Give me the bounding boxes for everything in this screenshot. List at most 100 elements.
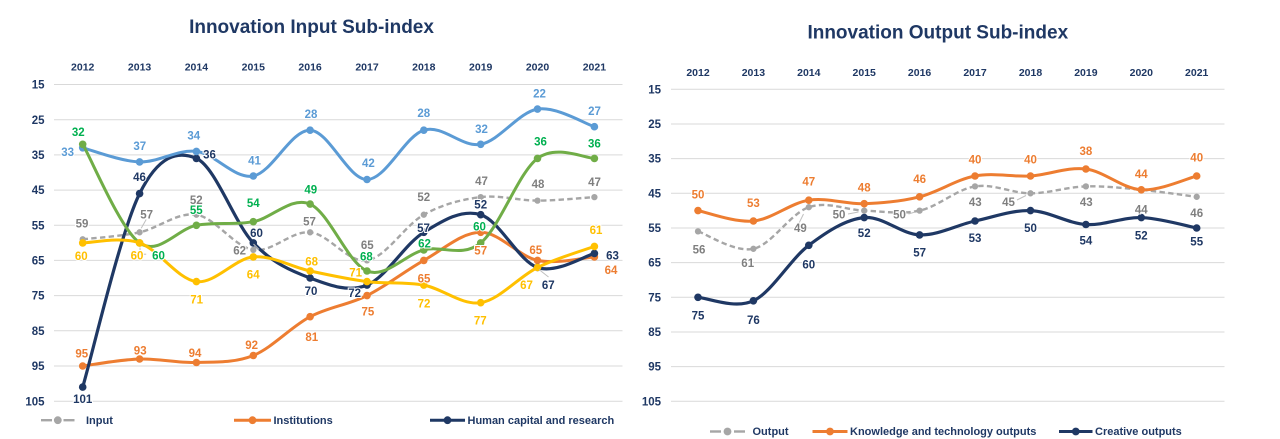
svg-text:2018: 2018 (412, 62, 436, 74)
svg-text:32: 32 (475, 124, 488, 136)
svg-text:2015: 2015 (242, 62, 266, 74)
svg-text:28: 28 (305, 109, 318, 121)
svg-text:50: 50 (692, 190, 705, 202)
svg-text:46: 46 (913, 174, 926, 186)
svg-text:52: 52 (417, 192, 430, 204)
svg-text:32: 32 (72, 127, 85, 139)
svg-text:93: 93 (134, 345, 147, 357)
svg-text:2012: 2012 (686, 67, 710, 79)
svg-text:2016: 2016 (908, 67, 932, 79)
svg-text:22: 22 (533, 89, 546, 101)
svg-text:55: 55 (32, 220, 45, 232)
svg-text:2015: 2015 (853, 67, 877, 79)
svg-text:61: 61 (590, 225, 603, 237)
svg-text:64: 64 (247, 269, 260, 281)
svg-text:60: 60 (802, 260, 815, 272)
svg-text:2013: 2013 (742, 67, 766, 79)
svg-text:40: 40 (1190, 152, 1203, 164)
svg-text:41: 41 (248, 156, 261, 168)
svg-text:57: 57 (474, 245, 487, 257)
svg-text:65: 65 (418, 274, 431, 286)
svg-text:2014: 2014 (185, 62, 209, 74)
svg-text:Creative outputs: Creative outputs (1095, 426, 1182, 438)
svg-text:71: 71 (349, 268, 362, 280)
svg-text:2021: 2021 (1185, 67, 1209, 79)
svg-text:75: 75 (32, 291, 45, 303)
svg-text:46: 46 (1190, 208, 1203, 220)
svg-text:33: 33 (61, 147, 74, 159)
svg-text:38: 38 (1080, 146, 1093, 158)
svg-text:Innovation Input Sub-index: Innovation Input Sub-index (189, 17, 434, 38)
svg-text:Human capital and research: Human capital and research (468, 415, 615, 427)
svg-text:75: 75 (362, 306, 375, 318)
svg-text:95: 95 (75, 349, 88, 361)
svg-text:2019: 2019 (469, 62, 493, 74)
svg-text:95: 95 (32, 361, 45, 373)
svg-text:81: 81 (305, 332, 318, 344)
svg-text:Institutions: Institutions (274, 415, 333, 427)
svg-text:75: 75 (692, 311, 705, 323)
svg-text:59: 59 (76, 219, 89, 231)
svg-text:72: 72 (348, 288, 361, 300)
svg-text:28: 28 (417, 108, 430, 120)
svg-text:85: 85 (648, 327, 661, 339)
svg-text:2013: 2013 (128, 62, 152, 74)
svg-text:75: 75 (648, 292, 661, 304)
svg-text:48: 48 (858, 182, 871, 194)
svg-text:68: 68 (305, 256, 318, 268)
svg-text:68: 68 (360, 251, 373, 263)
svg-text:Output: Output (753, 426, 789, 438)
svg-text:76: 76 (747, 315, 760, 327)
svg-text:50: 50 (893, 210, 906, 222)
svg-text:46: 46 (133, 172, 146, 184)
svg-text:94: 94 (189, 348, 202, 360)
svg-text:45: 45 (648, 188, 661, 200)
svg-text:53: 53 (969, 233, 982, 245)
svg-text:2018: 2018 (1019, 67, 1043, 79)
svg-text:55: 55 (1190, 237, 1203, 249)
svg-text:2020: 2020 (526, 62, 550, 74)
svg-text:2014: 2014 (797, 67, 821, 79)
svg-text:60: 60 (473, 221, 486, 233)
svg-text:61: 61 (741, 258, 754, 270)
svg-text:47: 47 (475, 176, 488, 188)
svg-text:95: 95 (648, 362, 661, 374)
svg-text:62: 62 (418, 239, 431, 251)
svg-text:105: 105 (25, 396, 45, 408)
svg-text:45: 45 (1002, 197, 1015, 209)
svg-text:36: 36 (203, 150, 216, 162)
svg-text:48: 48 (532, 179, 545, 191)
svg-text:65: 65 (529, 245, 542, 257)
svg-text:42: 42 (362, 158, 375, 170)
svg-text:67: 67 (520, 280, 533, 292)
svg-text:2019: 2019 (1074, 67, 1098, 79)
svg-text:57: 57 (140, 209, 153, 221)
svg-text:60: 60 (131, 251, 144, 263)
svg-text:70: 70 (305, 286, 318, 298)
svg-text:47: 47 (588, 177, 601, 189)
svg-text:63: 63 (606, 251, 619, 263)
svg-text:2020: 2020 (1130, 67, 1154, 79)
svg-text:34: 34 (187, 131, 200, 143)
svg-text:36: 36 (588, 138, 601, 150)
svg-text:27: 27 (588, 106, 601, 118)
svg-text:15: 15 (648, 84, 661, 96)
svg-text:65: 65 (361, 240, 374, 252)
svg-text:35: 35 (648, 154, 661, 166)
svg-text:50: 50 (833, 210, 846, 222)
svg-text:54: 54 (247, 198, 260, 210)
svg-text:2017: 2017 (355, 62, 379, 74)
svg-text:47: 47 (802, 176, 815, 188)
svg-text:57: 57 (417, 223, 430, 235)
svg-text:49: 49 (794, 223, 807, 235)
svg-text:2017: 2017 (963, 67, 987, 79)
svg-text:Input: Input (86, 415, 113, 427)
svg-text:25: 25 (32, 115, 45, 127)
svg-text:44: 44 (1135, 205, 1148, 217)
svg-text:85: 85 (32, 326, 45, 338)
svg-text:57: 57 (303, 217, 316, 229)
svg-text:2021: 2021 (583, 62, 607, 74)
svg-text:64: 64 (605, 265, 618, 277)
svg-text:37: 37 (133, 141, 146, 153)
svg-text:54: 54 (1080, 235, 1093, 247)
